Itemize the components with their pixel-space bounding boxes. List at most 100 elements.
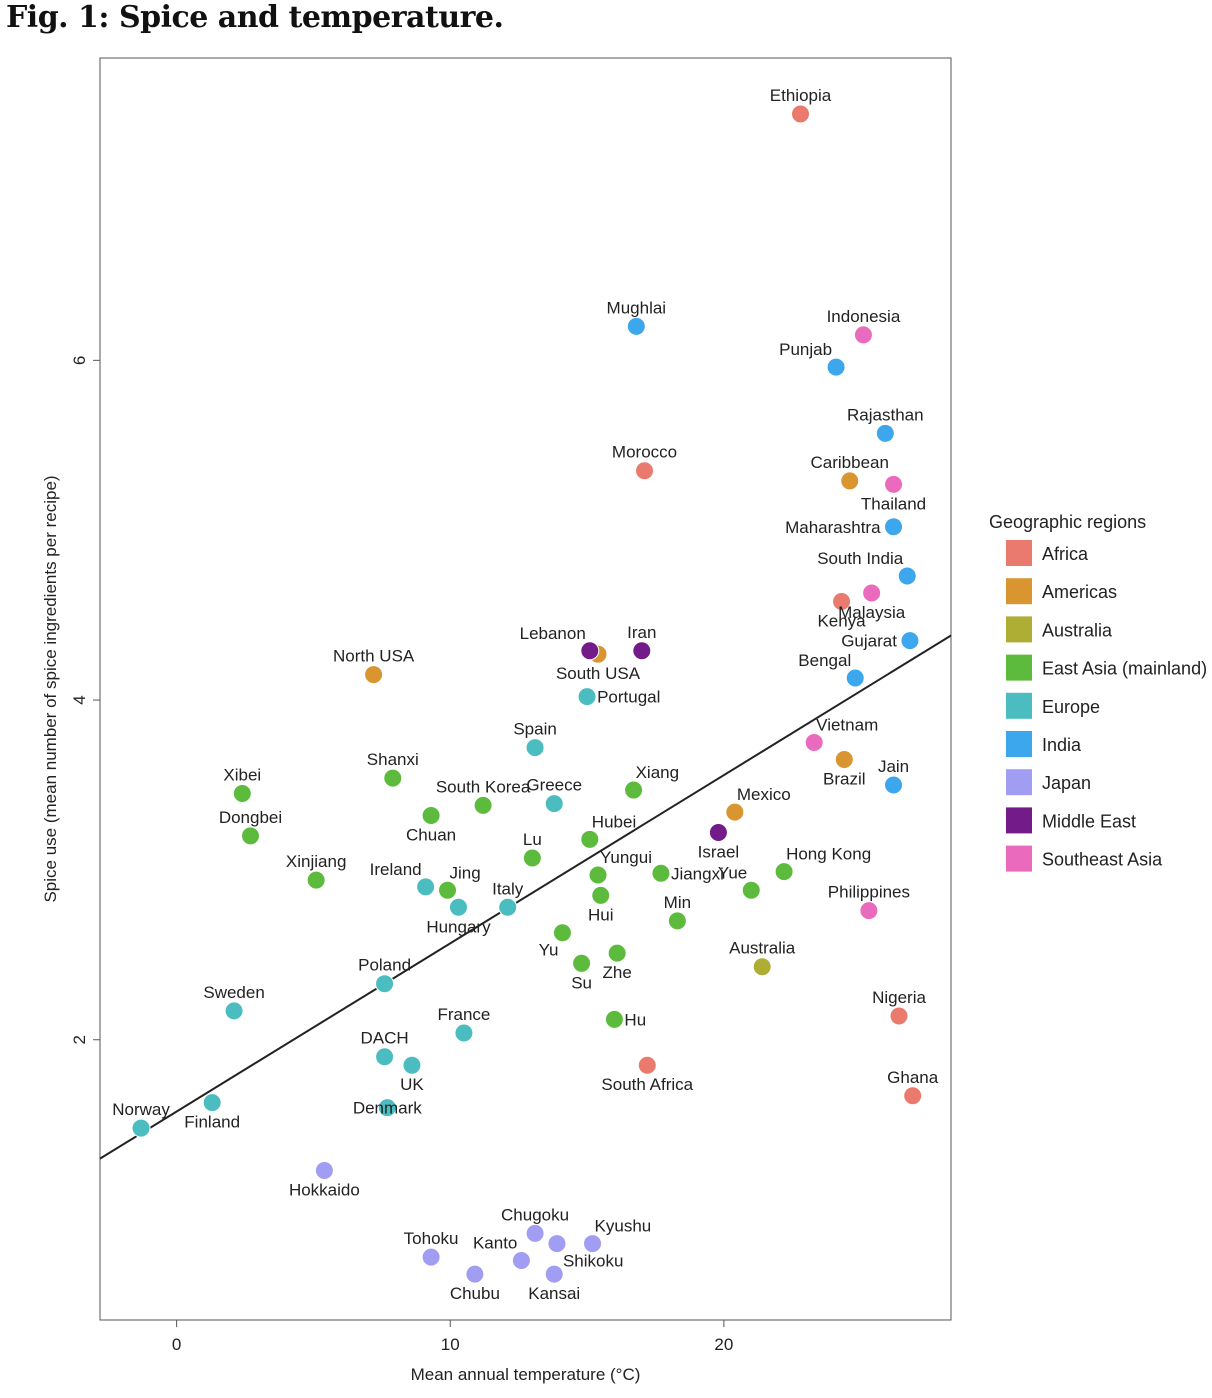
- point-label-kyushu: Kyushu: [595, 1217, 652, 1236]
- point-label-xinjiang: Xinjiang: [286, 852, 347, 871]
- legend-label-middle-east: Middle East: [1042, 811, 1136, 831]
- point-hokkaido: [314, 1161, 334, 1181]
- point-denmark: [377, 1098, 397, 1118]
- regression-line: [99, 634, 952, 1160]
- point-label-hong-kong: Hong Kong: [786, 845, 871, 864]
- point-gujarat: [900, 631, 920, 651]
- point-kenya: [832, 592, 852, 612]
- point-bengal: [845, 668, 865, 688]
- point-label-chugoku: Chugoku: [501, 1205, 569, 1224]
- point-label-finland: Finland: [184, 1113, 240, 1132]
- point-tohoku: [421, 1247, 441, 1267]
- legend-label-southeast-asia: Southeast Asia: [1042, 850, 1163, 870]
- point-su: [572, 953, 592, 973]
- point-label-xiang: Xiang: [636, 763, 679, 782]
- point-philippines: [859, 901, 879, 921]
- legend-label-europe: Europe: [1042, 697, 1100, 717]
- point-label-ireland: Ireland: [370, 860, 422, 879]
- point-hong-kong: [774, 862, 794, 882]
- point-thailand: [884, 474, 904, 494]
- point-finland: [202, 1093, 222, 1113]
- legend-label-east-asia-mainland-: East Asia (mainland): [1042, 659, 1207, 679]
- legend-swatch-europe: [1006, 692, 1032, 719]
- point-hungary: [448, 897, 468, 917]
- y-tick-label: 4: [70, 695, 89, 704]
- plot-frame: [99, 57, 952, 1321]
- point-vietnam: [804, 733, 824, 753]
- point-label-jain: Jain: [878, 757, 909, 776]
- point-label-mughlai: Mughlai: [607, 298, 667, 317]
- point-mexico: [725, 802, 745, 822]
- point-lebanon: [580, 641, 600, 661]
- point-label-zhe: Zhe: [603, 963, 632, 982]
- point-label-yue: Yue: [718, 863, 747, 882]
- point-label-dongbei: Dongbei: [219, 808, 282, 827]
- point-label-uk: UK: [400, 1075, 424, 1094]
- point-label-min: Min: [664, 893, 691, 912]
- x-tick-label: 0: [172, 1335, 181, 1354]
- point-label-ethiopia: Ethiopia: [770, 86, 832, 105]
- point-punjab: [826, 357, 846, 377]
- point-label-bengal: Bengal: [798, 651, 851, 670]
- point-portugal: [577, 687, 597, 707]
- point-maharashtra: [884, 517, 904, 537]
- point-label-norway: Norway: [112, 1100, 170, 1119]
- point-ireland: [416, 877, 436, 897]
- point-south-korea: [473, 795, 493, 815]
- point-dongbei: [240, 826, 260, 846]
- legend-label-japan: Japan: [1042, 773, 1091, 793]
- point-kyushu: [583, 1234, 603, 1254]
- legend-label-africa: Africa: [1042, 544, 1089, 564]
- legend-title: Geographic regions: [989, 512, 1146, 532]
- point-yungui: [588, 865, 608, 885]
- point-hui: [591, 885, 611, 905]
- point-dach: [375, 1047, 395, 1067]
- point-xiang: [624, 780, 644, 800]
- point-jiangxi: [651, 863, 671, 883]
- point-label-hu: Hu: [624, 1010, 646, 1029]
- point-shikoku: [547, 1234, 567, 1254]
- point-chubu: [465, 1264, 485, 1284]
- point-xibei: [232, 783, 252, 803]
- point-morocco: [635, 461, 655, 481]
- point-label-hui: Hui: [588, 905, 614, 924]
- point-label-poland: Poland: [358, 956, 411, 975]
- point-label-italy: Italy: [492, 879, 524, 898]
- point-label-caribbean: Caribbean: [811, 453, 889, 472]
- point-nigeria: [889, 1006, 909, 1026]
- point-label-jiangxi: Jiangxi: [671, 864, 724, 883]
- point-chuan: [421, 806, 441, 826]
- point-indonesia: [853, 325, 873, 345]
- legend-swatch-india: [1006, 731, 1032, 757]
- figure-title: Fig. 1: Spice and temperature.: [6, 0, 504, 35]
- point-poland: [375, 974, 395, 994]
- legend-swatch-africa: [1006, 540, 1032, 566]
- point-norway: [131, 1118, 151, 1138]
- point-label-hungary: Hungary: [426, 917, 491, 936]
- point-label-tohoku: Tohoku: [404, 1229, 459, 1248]
- point-label-chubu: Chubu: [450, 1284, 500, 1303]
- point-label-chuan: Chuan: [406, 826, 456, 845]
- legend-swatch-japan: [1006, 769, 1032, 796]
- point-italy: [498, 897, 518, 917]
- point-chugoku: [525, 1223, 545, 1243]
- point-xinjiang: [306, 870, 326, 890]
- point-yu: [552, 923, 572, 943]
- point-label-north-usa: North USA: [333, 647, 415, 666]
- point-label-mexico: Mexico: [737, 785, 791, 804]
- point-label-portugal: Portugal: [597, 688, 660, 707]
- x-axis-label: Mean annual temperature (°C): [411, 1365, 641, 1384]
- regression-line-group: [99, 634, 952, 1160]
- point-sweden: [224, 1001, 244, 1021]
- point-israel: [708, 823, 728, 843]
- point-label-gujarat: Gujarat: [841, 632, 897, 651]
- legend-swatch-middle-east: [1006, 807, 1032, 834]
- point-ethiopia: [791, 104, 811, 124]
- point-label-xibei: Xibei: [223, 765, 261, 784]
- point-ghana: [903, 1086, 923, 1106]
- point-label-morocco: Morocco: [612, 443, 677, 462]
- point-label-lu: Lu: [523, 830, 542, 849]
- x-tick-label: 10: [441, 1335, 460, 1354]
- point-label-south-korea: South Korea: [436, 777, 531, 796]
